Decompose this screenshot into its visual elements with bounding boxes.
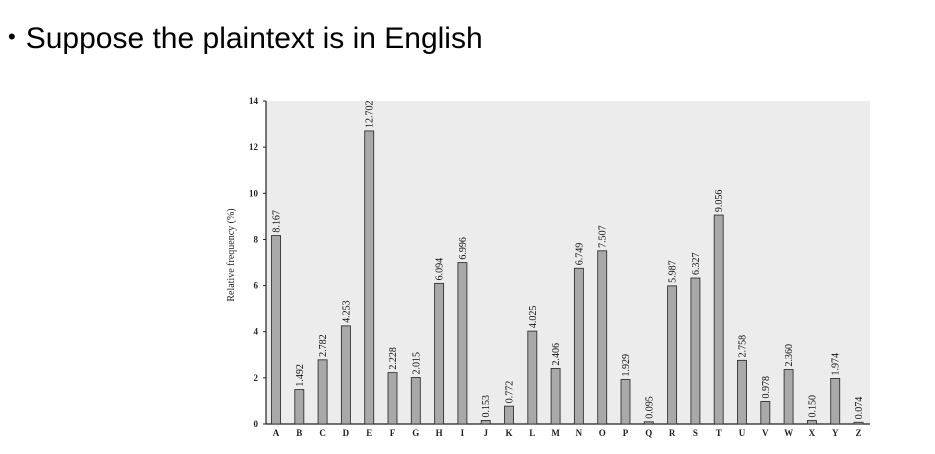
data-label: 6.094 xyxy=(435,258,446,281)
bar-H xyxy=(434,282,445,425)
x-tick-label: Z xyxy=(855,428,861,438)
data-label: 8.167 xyxy=(272,210,283,233)
data-label: 1.929 xyxy=(621,354,632,377)
bar-D xyxy=(340,325,351,425)
data-label: 12.702 xyxy=(365,100,376,128)
y-tick-label: 10 xyxy=(249,188,259,198)
y-tick-label: 8 xyxy=(254,234,259,244)
x-tick-label: B xyxy=(296,428,302,438)
y-tick-label: 0 xyxy=(254,419,259,429)
x-tick-label: D xyxy=(343,428,350,438)
bullet-icon: • xyxy=(8,24,16,49)
data-label: 0.978 xyxy=(761,376,772,399)
bar-X xyxy=(806,420,817,425)
bars xyxy=(271,130,864,425)
plot-background xyxy=(266,101,870,424)
data-label: 6.996 xyxy=(458,237,469,260)
data-label: 2.228 xyxy=(388,347,399,370)
bar-J xyxy=(480,420,491,425)
bar-Y xyxy=(830,378,841,425)
y-tick-label: 2 xyxy=(254,373,259,383)
data-label: 6.749 xyxy=(574,243,585,266)
x-tick-label: S xyxy=(693,428,698,438)
x-tick-label: V xyxy=(762,428,769,438)
x-tick-label: L xyxy=(529,428,535,438)
x-tick-label: A xyxy=(273,428,280,438)
data-label: 4.025 xyxy=(528,306,539,329)
x-tick-label: F xyxy=(390,428,396,438)
x-tick-label: H xyxy=(436,428,443,438)
bar-E xyxy=(364,130,375,425)
bar-M xyxy=(550,368,561,425)
data-label: 2.015 xyxy=(411,352,422,375)
x-tick-label: U xyxy=(739,428,746,438)
x-tick-label: X xyxy=(809,428,816,438)
x-tick-label: O xyxy=(599,428,606,438)
x-tick-label: T xyxy=(716,428,722,438)
bar-K xyxy=(504,405,514,425)
data-label: 0.150 xyxy=(807,395,818,418)
data-labels: 8.167 1.492 2.782 4.253 12.702 2.228 2.015 6.09… xyxy=(272,100,866,419)
x-tick-label: W xyxy=(784,428,793,438)
y-tick-label: 14 xyxy=(249,96,259,106)
x-tick-label: P xyxy=(623,428,629,438)
data-label: 2.758 xyxy=(738,335,749,358)
data-label: 0.772 xyxy=(505,381,516,404)
x-tick-label: N xyxy=(576,428,583,438)
ticks: 0 2 4 6 8 10 12 14 A B C D E F G H I J K L M N O P Q R S T U V W X Y Z xyxy=(249,96,862,438)
y-tick-label: 12 xyxy=(249,142,259,152)
bar-S xyxy=(690,277,701,425)
data-label: 1.974 xyxy=(831,353,842,376)
x-tick-label: Q xyxy=(645,428,652,438)
bullet-text: Suppose the plaintext is in English xyxy=(25,22,483,55)
x-tick-label: J xyxy=(483,428,488,438)
bar-U xyxy=(737,359,747,425)
data-label: 9.056 xyxy=(714,190,725,213)
bar-I xyxy=(457,262,468,425)
data-label: 2.406 xyxy=(551,343,562,366)
data-label: 1.492 xyxy=(295,364,306,387)
bar-B xyxy=(294,389,305,425)
bar-V xyxy=(760,400,771,425)
bar-P xyxy=(620,379,631,425)
data-label: 2.782 xyxy=(318,334,329,357)
x-tick-label: R xyxy=(669,428,676,438)
bar-C xyxy=(317,359,328,425)
data-label: 4.253 xyxy=(341,300,352,323)
bar-Q xyxy=(643,421,654,425)
bar-W xyxy=(783,369,794,425)
x-tick-label: I xyxy=(461,428,465,438)
y-axis-label: Relative frequency (%) xyxy=(226,208,237,301)
bar-T xyxy=(713,214,724,425)
x-tick-label: M xyxy=(551,428,560,438)
data-label: 0.074 xyxy=(854,397,865,420)
bar-R xyxy=(667,285,678,425)
x-tick-label: C xyxy=(319,428,326,438)
x-tick-label: Y xyxy=(832,428,839,438)
y-tick-label: 4 xyxy=(254,327,259,337)
data-label: 0.095 xyxy=(644,396,655,419)
y-tick-label: 6 xyxy=(254,281,259,291)
data-label: 2.360 xyxy=(784,344,795,367)
data-label: 6.327 xyxy=(691,253,702,276)
bar-Z xyxy=(853,421,864,425)
data-label: 7.507 xyxy=(598,225,609,248)
x-tick-label: E xyxy=(366,428,372,438)
data-label: 5.987 xyxy=(668,260,679,283)
x-tick-label: G xyxy=(412,428,419,438)
bar-G xyxy=(410,377,421,425)
bar-O xyxy=(597,250,608,425)
bar-N xyxy=(573,267,584,425)
bar-L xyxy=(527,330,538,425)
data-label: 0.153 xyxy=(481,395,492,418)
bar-F xyxy=(387,372,398,425)
slide-bullet: • Suppose the plaintext is in English xyxy=(8,22,483,56)
x-tick-label: K xyxy=(505,428,512,438)
bar-A xyxy=(271,235,281,425)
